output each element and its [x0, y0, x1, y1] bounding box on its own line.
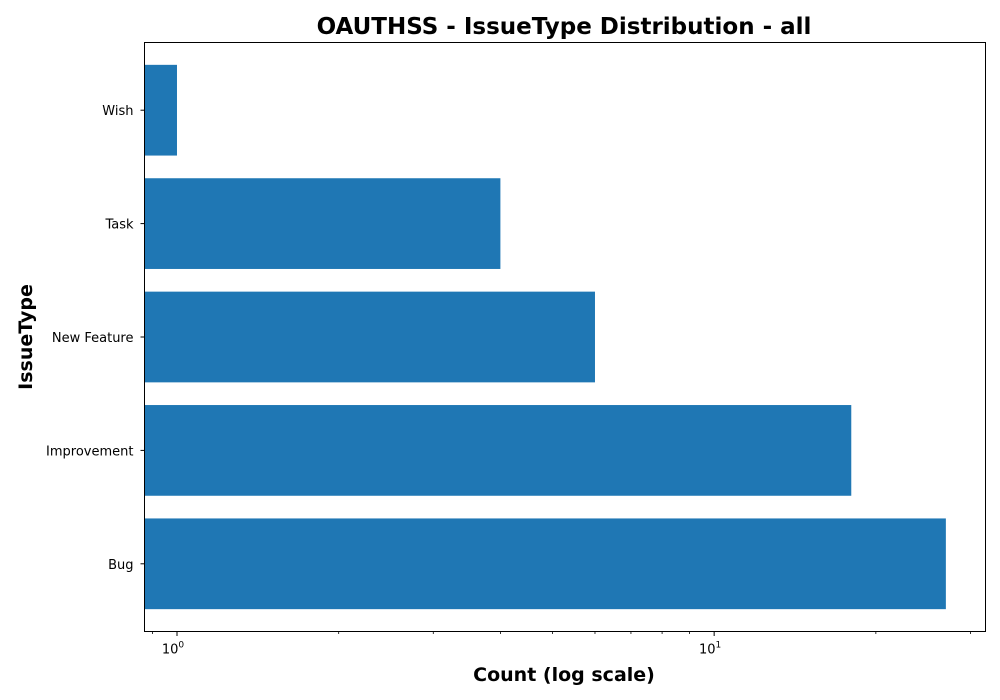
y-tick-label: New Feature [52, 331, 134, 346]
x-tick-label: 101 [699, 641, 721, 658]
y-tick-label: Task [104, 218, 134, 233]
y-tick-label: Improvement [46, 444, 133, 459]
chart-title: OAUTHSS - IssueType Distribution - all [317, 14, 812, 40]
bar-new-feature [145, 292, 595, 383]
y-ticks: Bug Improvement New Feature Task Wish [46, 104, 144, 573]
bar-wish [145, 65, 177, 156]
y-axis-label: IssueType [15, 284, 37, 390]
y-tick-label: Wish [102, 104, 133, 119]
bar-bug [145, 518, 946, 609]
x-axis-label: Count (log scale) [473, 664, 655, 686]
x-ticks: 100 101 [152, 632, 970, 658]
y-tick-label: Bug [108, 558, 133, 573]
bar-task [145, 178, 501, 269]
bar-improvement [145, 405, 852, 496]
x-tick-label: 100 [162, 641, 185, 658]
bars [145, 65, 946, 609]
